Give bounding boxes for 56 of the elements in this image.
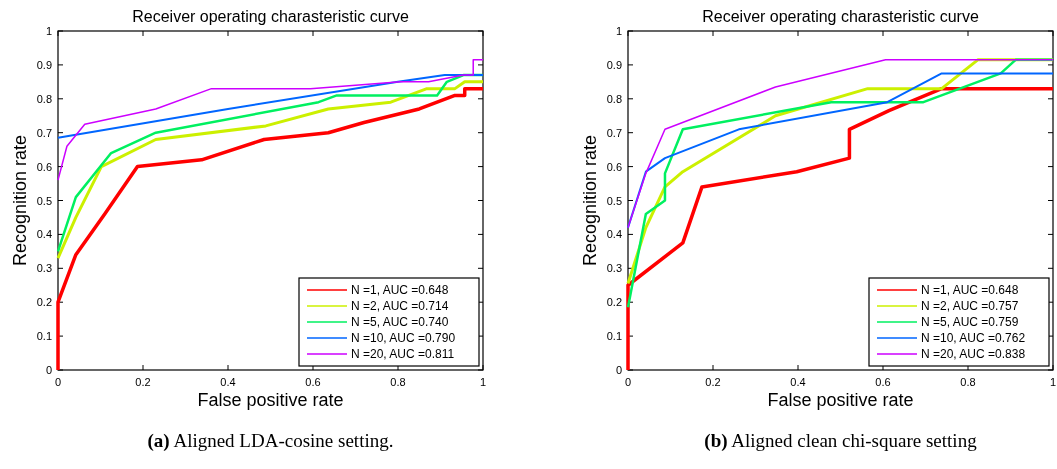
x-tick-label: 0.8 xyxy=(960,376,976,388)
y-tick-label: 0.8 xyxy=(606,92,622,105)
y-axis-title: Recognition rate xyxy=(10,134,30,267)
y-tick-label: 1 xyxy=(615,25,622,37)
x-axis-title: False positive rate xyxy=(767,390,914,410)
x-axis-title: False positive rate xyxy=(197,390,344,410)
x-tick-label: 1 xyxy=(1049,376,1057,388)
y-tick-label: 0.8 xyxy=(36,92,52,105)
y-tick-label: 0.5 xyxy=(36,194,52,207)
y-tick-label: 0.4 xyxy=(606,228,622,241)
legend-label: N =20, AUC =0.811 xyxy=(351,347,455,361)
x-tick-label: 0.2 xyxy=(705,376,721,388)
text: (b) Aligned clean chi-square setting xyxy=(704,430,978,452)
chart-title: Receiver operating charasteristic curve xyxy=(132,8,409,25)
x-tick-label: 0.8 xyxy=(390,376,406,388)
y-tick-label: 1 xyxy=(45,25,52,37)
x-tick-label: 0.4 xyxy=(220,376,236,388)
y-tick-label: 0.3 xyxy=(606,262,622,275)
y-tick-label: 0 xyxy=(45,364,52,376)
y-tick-label: 0.9 xyxy=(36,58,52,71)
legend-label: N =2, AUC =0.714 xyxy=(351,299,449,313)
x-tick-label: 1 xyxy=(479,376,487,388)
y-tick-label: 0.6 xyxy=(606,160,622,173)
legend-label: N =5, AUC =0.740 xyxy=(351,315,449,329)
x-tick-label: 0.2 xyxy=(135,376,151,388)
legend-label: N =20, AUC =0.838 xyxy=(921,347,1026,361)
y-tick-label: 0.6 xyxy=(36,160,52,173)
x-tick-label: 0 xyxy=(624,376,632,388)
text: (a) Aligned LDA-cosine setting. xyxy=(147,430,394,452)
y-tick-label: 0.2 xyxy=(36,296,52,309)
line-series xyxy=(626,86,1055,372)
y-tick-label: 0.5 xyxy=(606,194,622,207)
x-tick-label: 0.6 xyxy=(305,376,321,388)
legend-label: N =2, AUC =0.757 xyxy=(921,299,1019,313)
legend-label: N =10, AUC =0.790 xyxy=(351,331,456,345)
chart-title: Receiver operating charasteristic curve xyxy=(702,8,979,25)
y-tick-label: 0.9 xyxy=(606,58,622,71)
y-tick-label: 0.1 xyxy=(606,330,622,343)
y-tick-label: 0.4 xyxy=(36,228,52,241)
y-tick-label: 0.3 xyxy=(36,262,52,275)
y-tick-label: 0.7 xyxy=(606,126,622,139)
line-series xyxy=(57,74,484,139)
legend-label: N =10, AUC =0.762 xyxy=(921,331,1026,345)
y-tick-label: 0 xyxy=(615,364,622,376)
line-series xyxy=(57,59,484,181)
y-axis-title: Recognition rate xyxy=(580,134,600,267)
y-tick-label: 0.2 xyxy=(606,296,622,309)
line-series xyxy=(56,86,485,372)
legend-label: N =1, AUC =0.648 xyxy=(921,283,1019,297)
y-tick-label: 0.7 xyxy=(36,126,52,139)
x-tick-label: 0 xyxy=(54,376,62,388)
legend-label: N =1, AUC =0.648 xyxy=(351,283,449,297)
y-tick-label: 0.1 xyxy=(36,330,52,343)
x-tick-label: 0.6 xyxy=(875,376,891,388)
legend-label: N =5, AUC =0.759 xyxy=(921,315,1019,329)
x-tick-label: 0.4 xyxy=(790,376,806,388)
